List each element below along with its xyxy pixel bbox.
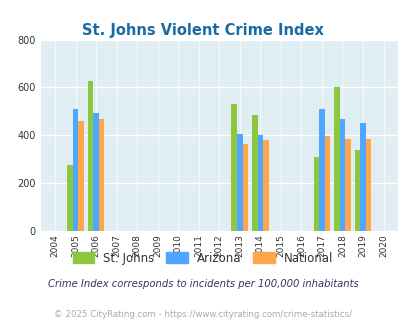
Bar bbox=[67, 165, 72, 231]
Bar bbox=[313, 157, 318, 231]
Bar bbox=[324, 136, 329, 231]
Bar bbox=[78, 121, 83, 231]
Bar bbox=[242, 144, 247, 231]
Bar bbox=[98, 119, 104, 231]
Bar bbox=[359, 123, 365, 231]
Bar bbox=[237, 134, 242, 231]
Text: © 2025 CityRating.com - https://www.cityrating.com/crime-statistics/: © 2025 CityRating.com - https://www.city… bbox=[54, 310, 351, 319]
Bar bbox=[339, 118, 344, 231]
Bar bbox=[344, 139, 350, 231]
Bar bbox=[365, 139, 371, 231]
Bar bbox=[354, 150, 359, 231]
Bar bbox=[87, 82, 93, 231]
Bar bbox=[257, 135, 262, 231]
Bar bbox=[231, 104, 237, 231]
Legend: St. Johns, Arizona, National: St. Johns, Arizona, National bbox=[68, 247, 337, 269]
Text: Crime Index corresponds to incidents per 100,000 inhabitants: Crime Index corresponds to incidents per… bbox=[47, 279, 358, 289]
Bar bbox=[318, 109, 324, 231]
Bar bbox=[252, 115, 257, 231]
Text: St. Johns Violent Crime Index: St. Johns Violent Crime Index bbox=[82, 23, 323, 38]
Bar bbox=[262, 140, 268, 231]
Bar bbox=[93, 113, 98, 231]
Bar bbox=[72, 109, 78, 231]
Bar bbox=[333, 87, 339, 231]
